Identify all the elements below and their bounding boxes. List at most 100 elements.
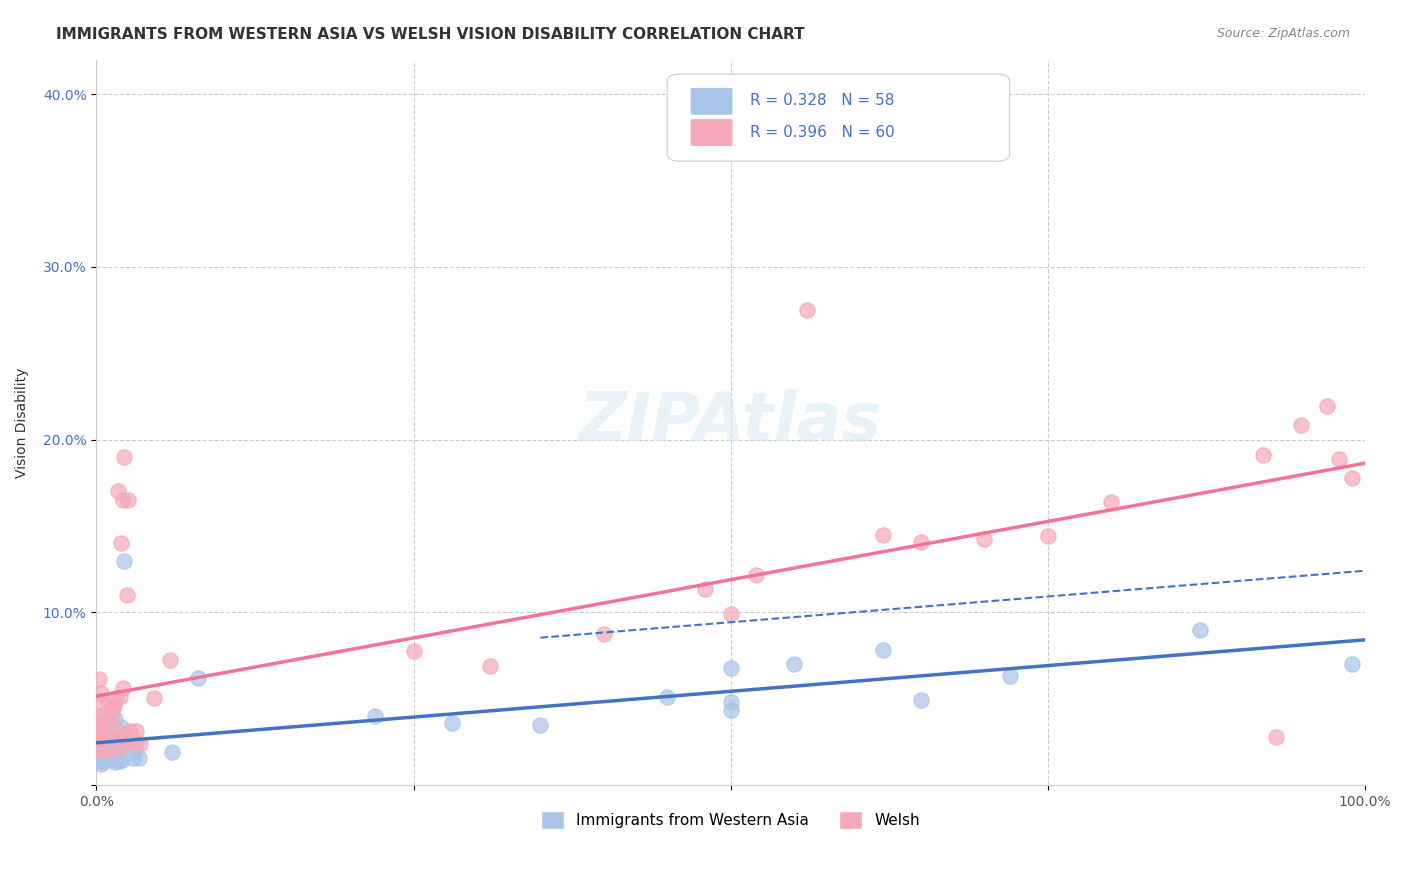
Point (89, 743, 111, 757)
Point (89, 720, 111, 734)
Legend: Immigrants from Western Asia, Welsh: Immigrants from Western Asia, Welsh (534, 805, 927, 836)
Point (89, 694, 111, 708)
Point (94, 734, 117, 748)
FancyBboxPatch shape (690, 119, 733, 146)
Point (125, 724, 148, 739)
Point (96, 752, 118, 766)
Point (96, 725, 118, 739)
Point (529, 718, 551, 732)
Point (104, 754, 127, 768)
Point (1251, 448, 1274, 462)
Text: ZIPAtlas: ZIPAtlas (579, 389, 882, 455)
Point (745, 567, 768, 582)
Point (107, 484, 129, 499)
Point (121, 751, 143, 765)
Point (96, 746, 118, 760)
Point (657, 690, 679, 704)
Point (402, 644, 425, 658)
Point (872, 643, 894, 657)
Point (110, 536, 132, 550)
Point (720, 660, 742, 674)
Point (910, 693, 932, 707)
Point (89, 731, 111, 746)
Point (90, 709, 112, 723)
Point (478, 659, 501, 673)
Point (100, 738, 122, 752)
Point (872, 528, 894, 542)
Point (89, 743, 111, 757)
Point (101, 699, 124, 714)
Text: Source: ZipAtlas.com: Source: ZipAtlas.com (1216, 27, 1350, 40)
Point (364, 708, 387, 723)
Point (94, 733, 117, 747)
Point (129, 737, 152, 751)
Point (90, 740, 112, 755)
Text: IMMIGRANTS FROM WESTERN ASIA VS WELSH VISION DISABILITY CORRELATION CHART: IMMIGRANTS FROM WESTERN ASIA VS WELSH VI… (56, 27, 804, 42)
Point (90, 686, 112, 700)
Point (1099, 495, 1122, 509)
Point (115, 588, 138, 602)
Point (96, 734, 118, 748)
Point (1188, 623, 1211, 637)
Point (91, 724, 114, 739)
Point (1316, 399, 1339, 413)
Point (440, 716, 463, 731)
Point (93, 707, 115, 722)
Point (96, 751, 118, 765)
Point (87, 752, 110, 766)
Point (1329, 451, 1351, 466)
Point (96, 740, 118, 755)
Point (117, 493, 139, 508)
Point (90, 756, 112, 771)
FancyBboxPatch shape (668, 74, 1010, 161)
Point (592, 627, 614, 641)
Point (125, 735, 148, 749)
Point (112, 450, 135, 464)
Point (105, 730, 128, 744)
Point (103, 698, 125, 713)
Point (720, 703, 742, 717)
Point (105, 690, 128, 705)
Point (110, 720, 132, 734)
Text: R = 0.396   N = 60: R = 0.396 N = 60 (749, 125, 894, 140)
Point (90, 739, 112, 753)
Point (97, 695, 120, 709)
Point (110, 737, 132, 751)
Point (128, 750, 150, 764)
Point (100, 747, 122, 761)
Point (114, 728, 136, 742)
Point (143, 690, 166, 705)
Point (720, 695, 742, 709)
Point (998, 669, 1021, 683)
Point (973, 532, 995, 546)
Point (108, 741, 131, 756)
FancyBboxPatch shape (690, 87, 733, 115)
Point (108, 754, 131, 768)
Point (187, 671, 209, 685)
Point (97, 744, 120, 758)
Point (93, 742, 115, 756)
Point (910, 535, 932, 549)
Point (104, 720, 127, 734)
Point (101, 706, 124, 720)
Point (112, 553, 135, 567)
Y-axis label: Vision Disability: Vision Disability (15, 368, 30, 477)
Point (1036, 529, 1059, 543)
Point (87, 754, 110, 768)
Point (1291, 417, 1313, 432)
Point (98, 732, 121, 747)
Point (796, 303, 818, 318)
Point (104, 755, 127, 769)
Point (93, 754, 115, 768)
Point (100, 749, 122, 764)
Point (87, 672, 110, 686)
Point (118, 724, 141, 739)
Point (98, 735, 121, 749)
Point (112, 493, 135, 508)
Point (111, 753, 134, 767)
Text: R = 0.328   N = 58: R = 0.328 N = 58 (749, 93, 894, 108)
Point (94, 714, 117, 728)
Point (94, 745, 117, 759)
Point (720, 607, 742, 621)
Point (97, 714, 120, 729)
